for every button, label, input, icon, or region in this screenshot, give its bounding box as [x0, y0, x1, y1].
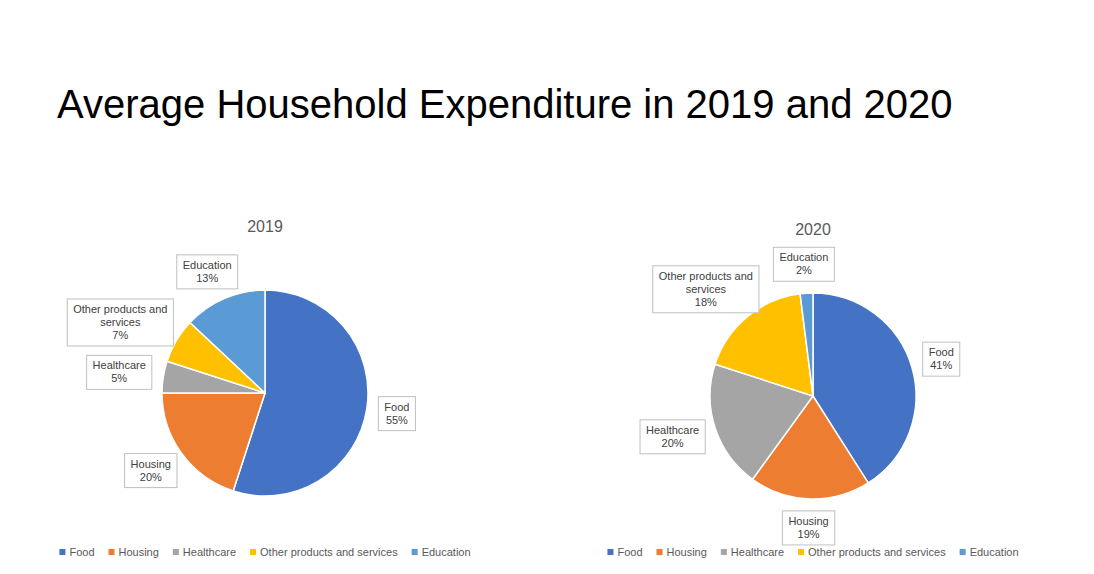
label-category: Healthcare: [93, 359, 146, 371]
legend-swatch: [960, 549, 966, 555]
legend-swatch: [721, 549, 727, 555]
legend-label: Education: [970, 546, 1019, 558]
legend-label: Healthcare: [731, 546, 784, 558]
legend-label: Housing: [119, 546, 159, 558]
legend-item: Housing: [657, 546, 707, 558]
label-line: Housing: [131, 458, 171, 470]
legend-swatch: [798, 549, 804, 555]
label-line: Other products and: [73, 303, 167, 315]
label-box: [923, 342, 960, 376]
data-labels: Food41% Housing19% Healthcare20% Other prod…: [640, 247, 960, 545]
legend-swatch: [412, 549, 418, 555]
chart-title: 2019: [247, 218, 283, 235]
label-box: [773, 247, 834, 281]
slices: [710, 293, 916, 499]
label-line: Food: [384, 401, 409, 413]
main-title: Average Household Expenditure in 2019 an…: [57, 82, 953, 126]
label-box: [87, 355, 152, 389]
data-label: Housing19%: [782, 511, 834, 545]
label-box: [125, 454, 177, 488]
label-box: [640, 420, 705, 454]
legend-label: Healthcare: [183, 546, 236, 558]
legend-item: Other products and services: [250, 546, 398, 558]
label-line: Other products and: [659, 270, 753, 282]
data-label: Education2%: [773, 247, 834, 281]
data-label: Housing20%: [125, 454, 177, 488]
label-box: [67, 299, 173, 346]
label-value: 55%: [386, 414, 408, 426]
label-box: [782, 511, 834, 545]
chart-canvas: Average Household Expenditure in 2019 an…: [0, 0, 1094, 574]
label-category: Other products andservices: [659, 270, 753, 295]
legend-item: Food: [59, 546, 94, 558]
slices: [162, 290, 368, 496]
label-box: [177, 255, 238, 289]
legend: Food Housing Healthcare Other products and …: [59, 546, 470, 558]
label-line: Housing: [788, 515, 828, 527]
label-line: services: [100, 316, 141, 328]
legend-label: Food: [617, 546, 642, 558]
label-category: Education: [183, 259, 232, 271]
legend-label: Food: [69, 546, 94, 558]
label-box: [378, 397, 415, 431]
legend-item: Other products and services: [798, 546, 946, 558]
label-value: 5%: [111, 372, 127, 384]
legend-label: Housing: [667, 546, 707, 558]
legend-label: Other products and services: [260, 546, 398, 558]
legend-item: Housing: [109, 546, 159, 558]
legend-item: Education: [960, 546, 1019, 558]
data-label: Healthcare5%: [87, 355, 152, 389]
data-label: Other products andservices7%: [67, 299, 173, 346]
legend-item: Education: [412, 546, 471, 558]
data-label: Food41%: [923, 342, 960, 376]
legend-swatch: [607, 549, 613, 555]
data-label: Education13%: [177, 255, 238, 289]
label-value: 20%: [140, 471, 162, 483]
label-line: Education: [183, 259, 232, 271]
legend-swatch: [59, 549, 65, 555]
label-value: 41%: [930, 359, 952, 371]
label-line: Healthcare: [646, 424, 699, 436]
chart-title: 2020: [795, 221, 831, 238]
legend-item: Healthcare: [173, 546, 236, 558]
data-label: Other products andservices18%: [653, 266, 759, 313]
label-line: Food: [929, 346, 954, 358]
label-category: Housing: [788, 515, 828, 527]
label-line: Education: [779, 251, 828, 263]
label-line: Healthcare: [93, 359, 146, 371]
legend-label: Education: [422, 546, 471, 558]
label-value: 19%: [798, 528, 820, 540]
legend-item: Food: [607, 546, 642, 558]
data-labels: Food55% Housing20% Healthcare5% Other produ…: [67, 255, 415, 488]
label-category: Education: [779, 251, 828, 263]
label-value: 7%: [112, 329, 128, 341]
label-category: Healthcare: [646, 424, 699, 436]
label-value: 18%: [695, 296, 717, 308]
legend-swatch: [250, 549, 256, 555]
label-category: Food: [384, 401, 409, 413]
data-label: Food55%: [378, 397, 415, 431]
label-box: [653, 266, 759, 313]
legend-swatch: [109, 549, 115, 555]
label-value: 2%: [796, 264, 812, 276]
legend-swatch: [657, 549, 663, 555]
legend-swatch: [173, 549, 179, 555]
label-category: Other products andservices: [73, 303, 167, 328]
pie-chart: 2019Food55%Housing20%Healthcare5%Other p…: [59, 218, 470, 558]
pie-chart: 2020Food41%Housing19%Healthcare20%Other …: [607, 221, 1018, 558]
legend-label: Other products and services: [808, 546, 946, 558]
label-value: 13%: [196, 272, 218, 284]
label-category: Housing: [131, 458, 171, 470]
label-category: Food: [929, 346, 954, 358]
pie-slice: [190, 290, 265, 393]
legend: Food Housing Healthcare Other products and …: [607, 546, 1018, 558]
label-value: 20%: [662, 437, 684, 449]
label-line: services: [686, 283, 727, 295]
data-label: Healthcare20%: [640, 420, 705, 454]
pie-slice: [800, 293, 813, 396]
legend-item: Healthcare: [721, 546, 784, 558]
